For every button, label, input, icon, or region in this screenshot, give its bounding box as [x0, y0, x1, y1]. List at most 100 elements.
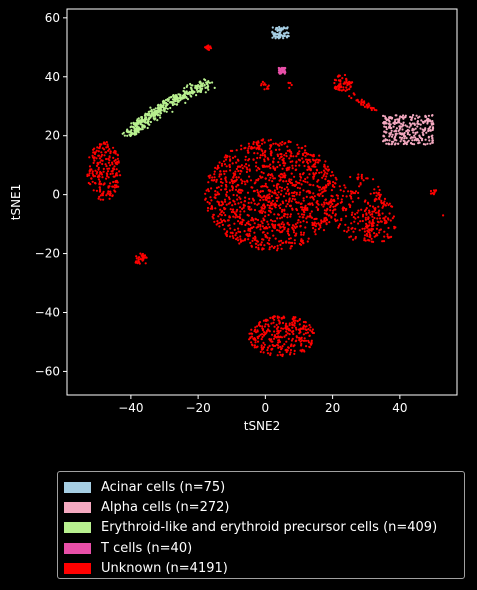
data-point [267, 87, 270, 90]
data-point [295, 168, 298, 171]
data-point [108, 197, 111, 200]
data-point [97, 178, 100, 181]
data-point [116, 157, 119, 160]
data-point [260, 241, 263, 244]
data-point [96, 164, 99, 167]
data-point [315, 217, 318, 220]
data-point [335, 194, 338, 197]
data-point [365, 232, 368, 236]
data-point [344, 186, 347, 189]
data-point [92, 161, 95, 164]
data-point [424, 128, 427, 131]
data-point [302, 208, 305, 211]
data-point [266, 220, 269, 223]
data-point [354, 190, 358, 193]
data-point [366, 234, 369, 237]
data-point [412, 114, 415, 117]
data-point [301, 157, 304, 160]
data-point [340, 219, 343, 222]
data-point [255, 169, 258, 172]
data-point [302, 197, 305, 200]
data-point [296, 221, 299, 224]
data-point [262, 319, 265, 322]
data-point [197, 90, 200, 93]
data-point [243, 210, 246, 213]
data-point [225, 194, 228, 197]
data-point [278, 340, 282, 343]
data-point [165, 110, 168, 113]
data-point [159, 112, 163, 115]
legend-swatch [64, 563, 91, 575]
data-point [236, 236, 239, 239]
data-point [291, 226, 294, 229]
data-point [207, 190, 210, 193]
data-point [91, 154, 94, 157]
data-point [375, 191, 378, 194]
data-point [292, 319, 295, 323]
data-point [243, 165, 246, 168]
data-point [215, 223, 218, 226]
data-point [268, 344, 271, 347]
data-point [305, 151, 308, 155]
data-point [248, 197, 251, 200]
data-point [291, 241, 294, 244]
data-point [285, 199, 288, 202]
y-tick-label: −40 [35, 305, 60, 319]
data-point [228, 216, 232, 219]
data-point [211, 176, 214, 179]
data-point [329, 201, 332, 204]
data-point [194, 86, 197, 89]
data-point [370, 237, 373, 240]
data-point [104, 163, 107, 166]
data-point [256, 240, 259, 243]
data-point [344, 89, 347, 92]
data-point [280, 27, 283, 30]
data-point [279, 193, 282, 196]
data-point [288, 86, 291, 89]
data-point [285, 152, 288, 155]
data-point [241, 180, 244, 183]
data-point [411, 116, 414, 119]
data-point [220, 188, 223, 191]
data-point [260, 220, 263, 223]
data-point [327, 214, 330, 217]
data-point [240, 201, 243, 204]
data-point [163, 108, 166, 111]
data-point [221, 223, 224, 226]
data-point [338, 74, 341, 77]
data-point [354, 217, 357, 220]
data-point [304, 328, 307, 331]
data-point [231, 156, 235, 159]
data-point [257, 194, 260, 197]
data-point [256, 225, 260, 228]
data-point [411, 122, 414, 125]
data-point [276, 354, 279, 357]
data-point [280, 155, 283, 158]
data-point [106, 192, 109, 195]
data-point [382, 140, 385, 143]
data-point [170, 95, 173, 99]
data-point [286, 189, 289, 193]
data-point [291, 326, 294, 329]
data-point [356, 211, 359, 214]
data-point [427, 114, 430, 117]
data-point [267, 239, 271, 242]
data-point [285, 322, 288, 325]
data-point [300, 231, 303, 234]
data-point [342, 190, 345, 193]
data-point [291, 184, 294, 187]
data-point [239, 230, 242, 234]
data-point [191, 84, 194, 87]
data-point [292, 344, 295, 347]
data-point [268, 226, 271, 229]
data-point [145, 118, 148, 121]
data-point [261, 222, 264, 225]
data-point [348, 88, 351, 91]
data-point [256, 152, 259, 155]
data-point [161, 100, 165, 103]
data-point [324, 160, 327, 163]
data-point [385, 128, 388, 131]
data-point [259, 154, 262, 157]
data-point [338, 89, 341, 92]
data-point [378, 209, 381, 212]
